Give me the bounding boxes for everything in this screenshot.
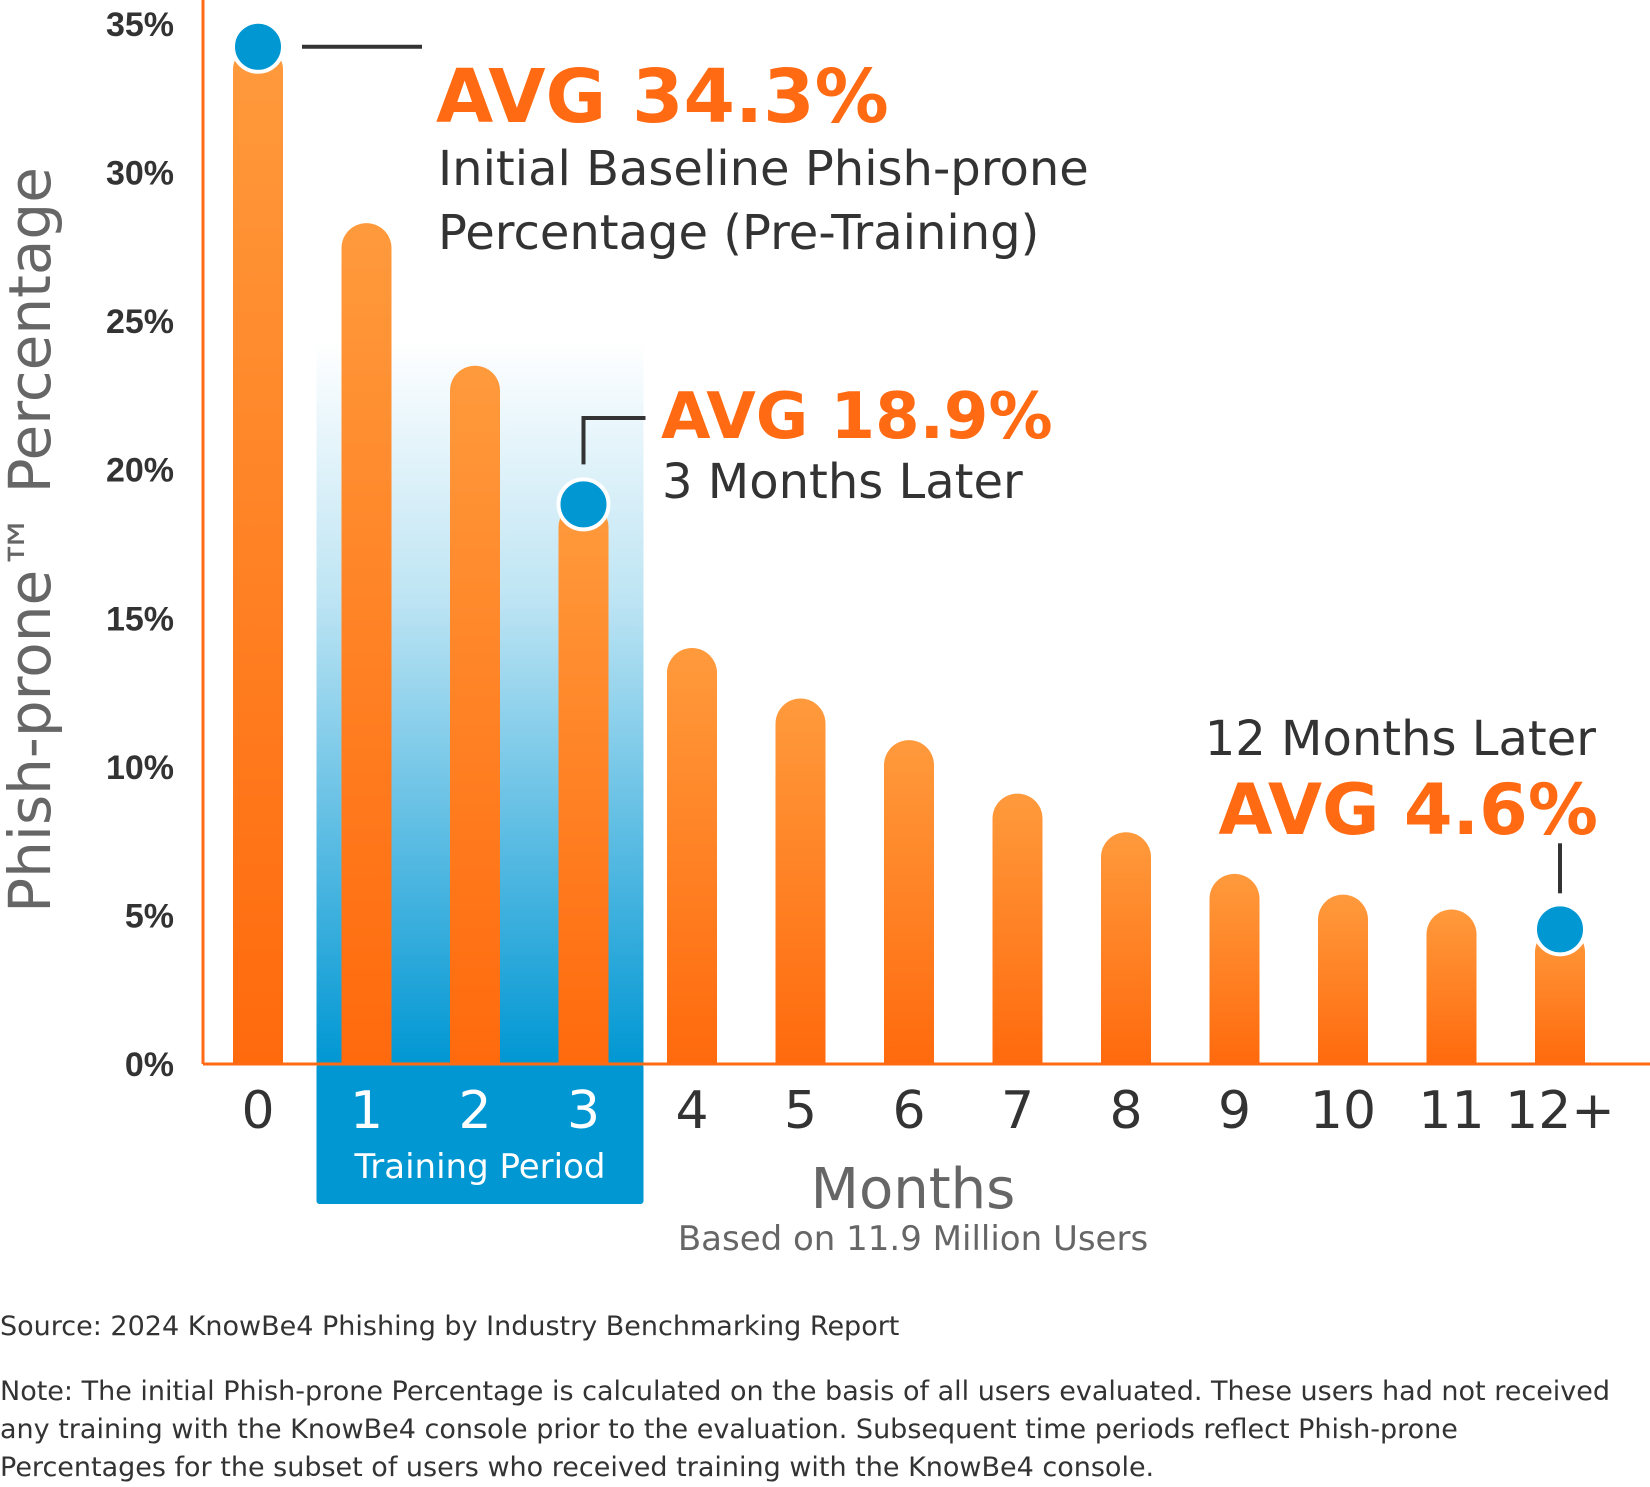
bar-8 <box>1101 832 1151 1064</box>
bar-7 <box>992 793 1043 1064</box>
bar-5 <box>775 698 826 1064</box>
x-tick-label: 10 <box>1310 1081 1376 1141</box>
bar-11 <box>1426 909 1477 1064</box>
x-tick-label: 6 <box>892 1081 925 1141</box>
annotation-headline-12: AVG 4.6% <box>1218 769 1598 851</box>
leader-line-3 <box>581 416 646 465</box>
y-tick-label: 35% <box>106 6 174 44</box>
bar-6 <box>884 740 934 1064</box>
x-axis-title: Months <box>811 1157 1016 1222</box>
annotation-line-12-1: 12 Months Later <box>1205 711 1597 767</box>
x-tick-label: 9 <box>1218 1081 1251 1141</box>
x-tick-label: 0 <box>241 1081 274 1141</box>
x-tick-label: 1 <box>350 1081 383 1141</box>
x-tick-label: 5 <box>784 1081 817 1141</box>
y-tick-label: 25% <box>106 303 174 341</box>
marker-dot-0 <box>231 19 285 74</box>
y-tick-label: 20% <box>106 452 174 490</box>
marker-dot-3 <box>556 477 611 532</box>
bar-12+ <box>1535 927 1585 1064</box>
bar-3 <box>558 502 609 1064</box>
annotation-line-3-1: 3 Months Later <box>662 454 1023 510</box>
x-axis-subtitle: Based on 11.9 Million Users <box>678 1219 1148 1259</box>
bar-10 <box>1318 894 1368 1064</box>
y-tick-label: 15% <box>106 600 174 638</box>
x-tick-label: 4 <box>675 1081 708 1141</box>
x-tick-label: 8 <box>1109 1081 1142 1141</box>
x-tick-label: 2 <box>458 1081 491 1141</box>
marker-dot-12+ <box>1533 902 1587 957</box>
y-tick-label: 10% <box>106 749 174 787</box>
annotation-headline-3: AVG 18.9% <box>661 380 1053 454</box>
y-tick-label: 30% <box>106 155 174 193</box>
bar-1 <box>341 223 392 1065</box>
source-note: Source: 2024 KnowBe4 Phishing by Industr… <box>0 1311 900 1342</box>
annotation-line-0-1: Initial Baseline Phish-prone <box>438 141 1089 197</box>
x-tick-label: 3 <box>567 1081 600 1141</box>
x-tick-label: 12+ <box>1505 1081 1615 1141</box>
annotation-line-0-2: Percentage (Pre-Training) <box>438 205 1039 261</box>
training-period-label: Training Period <box>354 1147 606 1187</box>
bar-4 <box>667 648 717 1064</box>
bar-2 <box>450 365 500 1064</box>
y-axis-title: Phish-prone™ Percentage <box>0 167 64 913</box>
x-tick-label: 7 <box>1001 1081 1034 1141</box>
phish-prone-chart: Training Period 0% 5% 10% 15% 20% 25% 30% 35% 0 1… <box>0 0 1650 1259</box>
y-tick-label: 5% <box>125 897 174 935</box>
training-band-label-box <box>316 1064 644 1204</box>
y-tick-label: 0% <box>125 1046 174 1084</box>
annotation-headline-0: AVG 34.3% <box>436 54 889 140</box>
methodology-note: Note: The initial Phish-prone Percentage… <box>0 1376 1611 1483</box>
x-tick-label: 11 <box>1418 1081 1484 1141</box>
bar-0 <box>233 44 283 1065</box>
bar-9 <box>1209 873 1260 1064</box>
